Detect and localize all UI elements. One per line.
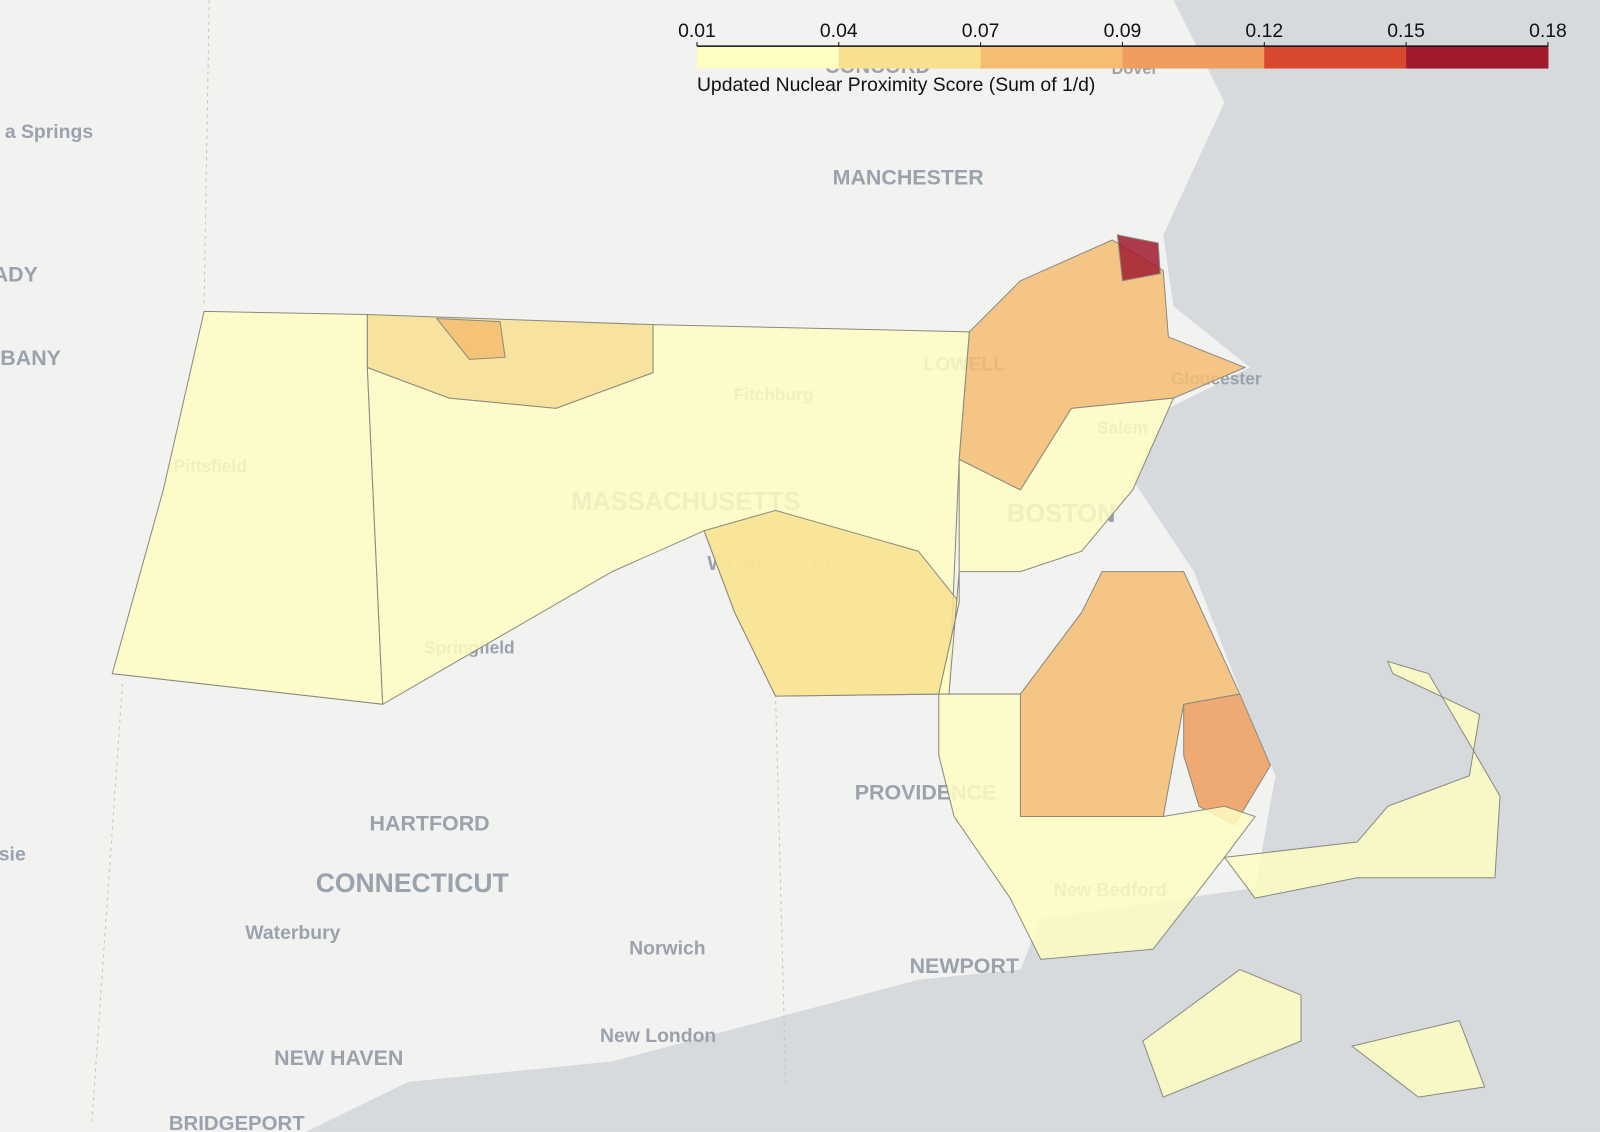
state-border [91,683,123,1123]
colorbar-band [696,46,840,69]
place-label: MANCHESTER [833,165,985,189]
ocean [306,0,1600,1132]
place-label: BANY [0,346,61,370]
region [1116,234,1161,282]
place-label: CONNECTICUT [316,868,509,898]
place-label: BRIDGEPORT [169,1113,305,1132]
region [435,317,506,360]
region [1142,968,1302,1098]
place-label: New London [600,1025,716,1047]
place-label: sie [0,843,26,865]
colorbar-tick-label: 0.15 [1387,20,1425,42]
colorbar-band [1406,46,1549,69]
colorbar-band [980,46,1123,69]
colorbar-band [1264,46,1407,69]
place-label: ADY [0,262,38,286]
state-border [775,694,787,1082]
place-label: NEWPORT [910,954,1019,978]
place-label: Waterbury [245,922,340,944]
state-border [203,0,210,307]
region [938,397,1175,695]
region [1350,1019,1486,1098]
regions [111,234,1501,1098]
place-label: HARTFORD [370,811,490,835]
place-label: a Springs [5,121,93,143]
colorbar-tick-label: 0.12 [1245,20,1283,42]
colorbar-tick-label: 0.01 [678,20,716,42]
colorbar-tick-label: 0.07 [962,20,1000,42]
colorbar-band [1122,46,1265,69]
colorbar-title: Updated Nuclear Proximity Score (Sum of … [697,74,1095,96]
colorbar-band [838,46,982,69]
colorbar-tick-label: 0.09 [1104,20,1142,42]
region [1223,660,1501,899]
colorbar: Updated Nuclear Proximity Score (Sum of … [678,20,1567,96]
colorbar-tick-label: 0.18 [1529,20,1567,42]
place-label: NEW HAVEN [274,1046,403,1070]
place-label: Norwich [629,937,705,959]
colorbar-tick-label: 0.04 [820,20,858,42]
